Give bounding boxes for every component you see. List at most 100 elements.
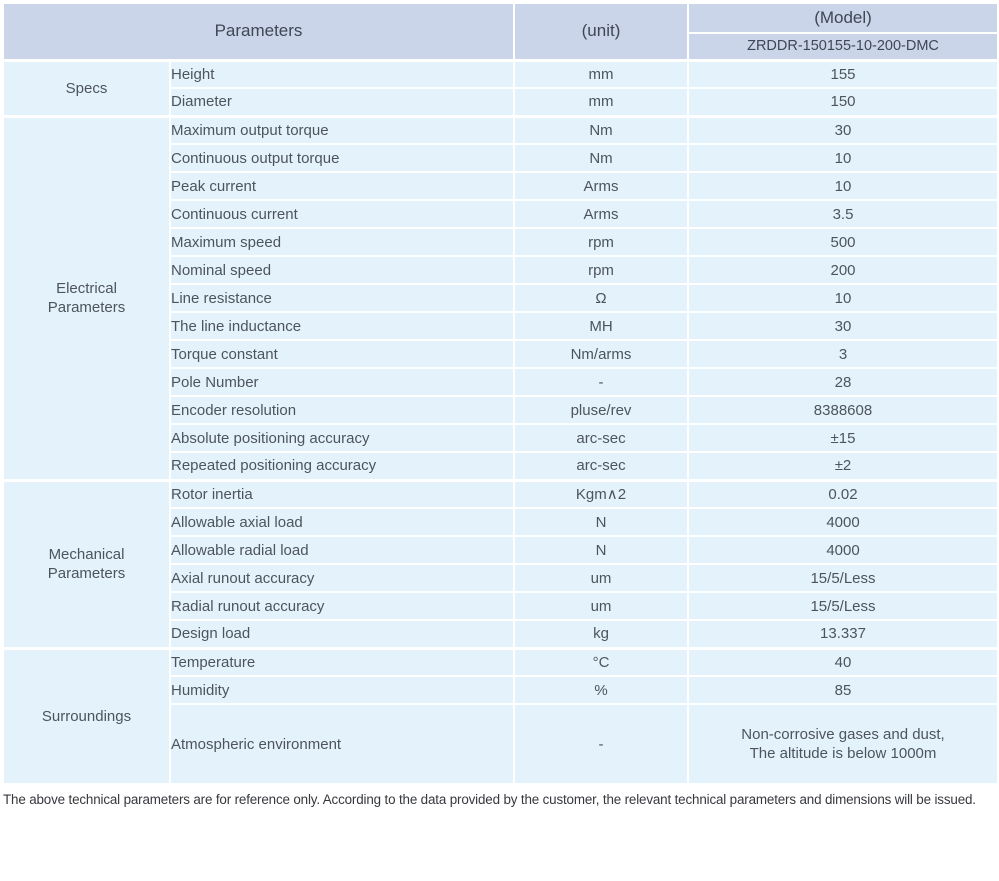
value-cell: 40 — [687, 646, 999, 677]
value-cell: 8388608 — [687, 395, 999, 425]
unit-cell: Arms — [513, 199, 689, 229]
table-row: Allowable radial load N 4000 — [3, 535, 999, 565]
unit-cell: kg — [513, 619, 689, 649]
table-row: Axial runout accuracy um 15/5/Less — [3, 563, 999, 593]
parameter-name-cell: Humidity — [169, 675, 515, 705]
value-cell: 10 — [687, 143, 999, 173]
table-row: The line inductance MH 30 — [3, 311, 999, 341]
value-cell: 150 — [687, 87, 999, 117]
table-row: Peak current Arms 10 — [3, 171, 999, 201]
parameter-name-cell: Nominal speed — [169, 255, 515, 285]
table-row: Continuous current Arms 3.5 — [3, 199, 999, 229]
value-cell: 0.02 — [687, 478, 999, 509]
value-cell: 4000 — [687, 535, 999, 565]
unit-header-cell: (unit) — [513, 2, 689, 61]
category-cell: Mechanical Parameters — [2, 478, 171, 649]
value-cell: 10 — [687, 283, 999, 313]
unit-cell: N — [513, 507, 689, 537]
value-cell: 15/5/Less — [687, 591, 999, 621]
parameter-name-cell: Rotor inertia — [169, 478, 515, 509]
table-row: Surroundings Temperature °C 40 — [2, 646, 999, 785]
value-cell: 85 — [687, 675, 999, 705]
unit-cell: mm — [513, 58, 689, 89]
value-cell: 4000 — [687, 507, 999, 537]
parameter-name-cell: Line resistance — [169, 283, 515, 313]
table-row: Maximum speed rpm 500 — [3, 227, 999, 257]
value-cell: ±15 — [687, 423, 999, 453]
table-row: Diameter mm 150 — [3, 87, 999, 117]
parameter-name-cell: Absolute positioning accuracy — [169, 423, 515, 453]
unit-cell: um — [513, 563, 689, 593]
parameter-name-cell: Continuous current — [169, 199, 515, 229]
parameter-name-cell: Maximum output torque — [169, 114, 515, 145]
parameter-name-cell: Height — [169, 58, 515, 89]
unit-cell: - — [513, 367, 689, 397]
unit-cell: arc-sec — [513, 423, 689, 453]
value-cell: 30 — [687, 311, 999, 341]
footnote-text: The above technical parameters are for r… — [3, 792, 976, 807]
unit-cell: um — [513, 591, 689, 621]
table-row: Mechanical Parameters Rotor inertia Kgm∧2 0… — [2, 478, 999, 649]
value-cell: 10 — [687, 171, 999, 201]
unit-cell: Arms — [513, 171, 689, 201]
unit-cell: rpm — [513, 227, 689, 257]
model-number-cell: ZRDDR-150155-10-200-DMC — [687, 32, 999, 61]
spec-table: Parameters (unit) (Model) ZRDDR-150155-1… — [2, 2, 999, 785]
unit-cell: rpm — [513, 255, 689, 285]
value-cell: 30 — [687, 114, 999, 145]
spec-table-header: Parameters (unit) (Model) ZRDDR-150155-1… — [2, 2, 999, 61]
unit-cell: - — [513, 703, 689, 785]
category-cell: Surroundings — [2, 646, 171, 785]
value-cell: 500 — [687, 227, 999, 257]
parameter-name-cell: The line inductance — [169, 311, 515, 341]
unit-cell: Nm/arms — [513, 339, 689, 369]
parameter-name-cell: Peak current — [169, 171, 515, 201]
model-header-cell: (Model) — [687, 2, 999, 34]
unit-cell: Kgm∧2 — [513, 478, 689, 509]
unit-cell: % — [513, 675, 689, 705]
parameter-name-cell: Radial runout accuracy — [169, 591, 515, 621]
parameter-name-cell: Repeated positioning accuracy — [169, 451, 515, 481]
table-row: Specs Height mm 155 — [2, 58, 999, 117]
value-cell: 3.5 — [687, 199, 999, 229]
value-cell: Non-corrosive gases and dust, The altitu… — [687, 703, 999, 785]
header-row-1: Parameters (unit) (Model) — [2, 2, 999, 61]
header-row-2: ZRDDR-150155-10-200-DMC — [3, 32, 999, 61]
table-row: Torque constant Nm/arms 3 — [3, 339, 999, 369]
unit-cell: N — [513, 535, 689, 565]
parameter-name-cell: Temperature — [169, 646, 515, 677]
table-row: Humidity% 85 — [3, 675, 999, 705]
table-row: Pole Number -28 — [3, 367, 999, 397]
value-cell: 13.337 — [687, 619, 999, 649]
unit-cell: Nm — [513, 114, 689, 145]
parameter-name-cell: Allowable axial load — [169, 507, 515, 537]
table-row: Repeated positioning accuracy arc-sec ±2 — [3, 451, 999, 481]
table-row: Nominal speed rpm 200 — [3, 255, 999, 285]
table-row: Radial runout accuracy um 15/5/Less — [3, 591, 999, 621]
table-row: Continuous output torque Nm 10 — [3, 143, 999, 173]
value-cell: 3 — [687, 339, 999, 369]
unit-cell: arc-sec — [513, 451, 689, 481]
parameter-name-cell: Pole Number — [169, 367, 515, 397]
table-row: Design load kg 13.337 — [3, 619, 999, 649]
parameter-name-cell: Design load — [169, 619, 515, 649]
value-cell: ±2 — [687, 451, 999, 481]
parameters-header-cell: Parameters — [2, 2, 515, 61]
parameter-name-cell: Torque constant — [169, 339, 515, 369]
parameter-name-cell: Maximum speed — [169, 227, 515, 257]
value-cell: 28 — [687, 367, 999, 397]
unit-cell: mm — [513, 87, 689, 117]
parameter-name-cell: Diameter — [169, 87, 515, 117]
unit-cell: MH — [513, 311, 689, 341]
value-cell: 155 — [687, 58, 999, 89]
parameter-name-cell: Allowable radial load — [169, 535, 515, 565]
category-cell: Electrical Parameters — [2, 114, 171, 481]
table-row: Allowable axial load N 4000 — [3, 507, 999, 537]
table-row: Line resistance Ω 10 — [3, 283, 999, 313]
value-cell: 200 — [687, 255, 999, 285]
unit-cell: pluse/rev — [513, 395, 689, 425]
table-row: Atmospheric environment - Non-corrosive ga… — [3, 703, 999, 785]
parameter-name-cell: Continuous output torque — [169, 143, 515, 173]
unit-cell: Nm — [513, 143, 689, 173]
